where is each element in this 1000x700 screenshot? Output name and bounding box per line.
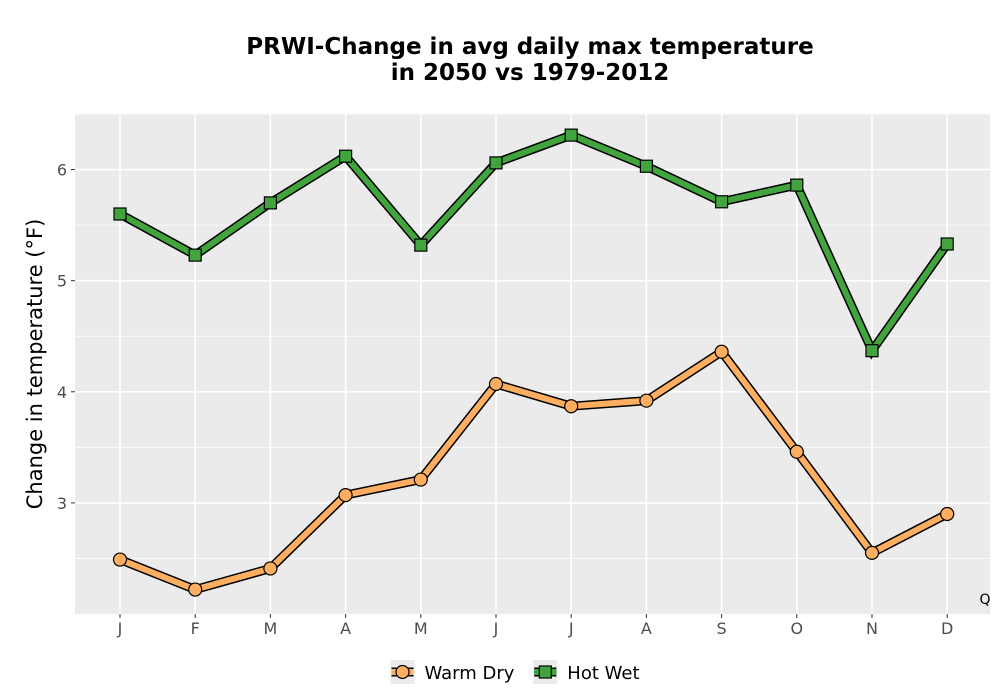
x-tick-label: A (340, 619, 351, 638)
data-point-hot-wet (865, 344, 879, 358)
series-layer (112, 128, 955, 597)
x-tick-label: J (568, 619, 574, 638)
series-line-warm-dry (118, 347, 949, 593)
series-warm-dry (112, 344, 955, 597)
data-point-hot-wet (790, 178, 804, 192)
x-tick-label: O (791, 619, 804, 638)
chart-title-line-2: in 2050 vs 1979-2012 (391, 60, 670, 86)
data-point-hot-wet (489, 156, 503, 170)
legend-marker-hot-wet (538, 665, 552, 679)
data-point-warm-dry (714, 344, 729, 359)
x-tick-label: N (866, 619, 878, 638)
x-tick-label: J (493, 619, 499, 638)
series-line-hot-wet (118, 131, 950, 357)
legend-label-warm-dry: Warm Dry (425, 663, 515, 684)
x-tick-label: M (263, 619, 277, 638)
y-tick-label: 6 (57, 161, 67, 180)
legend-item-warm-dry: Warm Dry (390, 660, 515, 684)
x-tick-label: D (941, 619, 953, 638)
y-tick-label: 5 (57, 272, 67, 291)
y-axis-label: Change in temperature (°F) (23, 219, 47, 510)
data-point-warm-dry (112, 552, 128, 567)
x-tick-label: A (641, 619, 652, 638)
data-point-warm-dry (639, 393, 654, 408)
legend-item-hot-wet: Hot Wet (533, 660, 640, 684)
data-point-hot-wet (564, 128, 578, 142)
data-point-hot-wet (940, 237, 954, 251)
data-point-hot-wet (414, 238, 428, 252)
legend-label-hot-wet: Hot Wet (567, 663, 639, 684)
data-point-warm-dry (864, 545, 880, 560)
data-point-hot-wet (714, 195, 729, 209)
corner-label: Q (979, 592, 990, 608)
data-point-hot-wet (339, 149, 353, 163)
data-point-warm-dry (263, 561, 278, 576)
y-tick-label: 4 (57, 383, 67, 402)
x-tick-label: M (414, 619, 428, 638)
series-hot-wet (113, 128, 954, 360)
x-tick-label: F (191, 619, 200, 638)
data-point-warm-dry (413, 472, 428, 487)
x-tick-label: J (117, 619, 123, 638)
data-point-hot-wet (188, 248, 202, 262)
data-point-warm-dry (488, 376, 504, 392)
data-point-hot-wet (113, 207, 127, 221)
legend: Warm Dry Hot Wet (390, 660, 640, 684)
x-tick-label: S (717, 619, 727, 638)
data-point-warm-dry (940, 506, 955, 522)
axis-ticks: 3 4 5 6 J F M A M J J A S O N D (57, 161, 954, 638)
data-point-hot-wet (263, 196, 277, 210)
data-point-warm-dry (789, 444, 804, 459)
y-tick-label: 3 (57, 494, 67, 513)
plot-panel (75, 114, 990, 614)
data-point-warm-dry (564, 399, 579, 414)
data-point-hot-wet (639, 159, 654, 173)
legend-marker-warm-dry (395, 664, 410, 680)
data-point-warm-dry (338, 488, 353, 503)
data-point-warm-dry (188, 582, 203, 597)
chart-title-line-1: PRWI-Change in avg daily max temperature (246, 34, 813, 60)
